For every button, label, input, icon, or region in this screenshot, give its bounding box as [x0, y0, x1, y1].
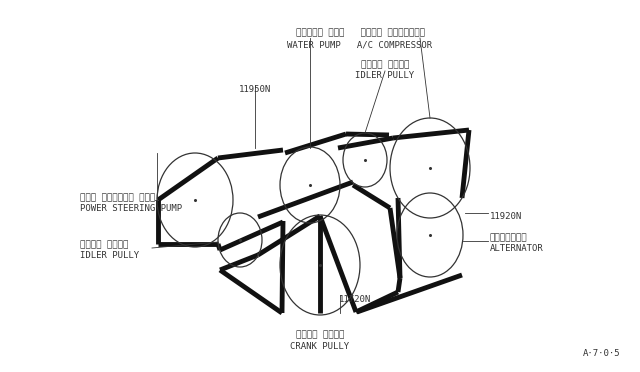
Text: クランク プーリー: クランク プーリー: [296, 330, 344, 339]
Text: IDLER PULLY: IDLER PULLY: [80, 251, 139, 260]
Text: 11920N: 11920N: [490, 212, 522, 221]
Text: WATER PUMP   A/C COMPRESSOR: WATER PUMP A/C COMPRESSOR: [287, 40, 433, 49]
Text: CRANK PULLY: CRANK PULLY: [291, 342, 349, 351]
Text: IDLER PULLY: IDLER PULLY: [355, 71, 415, 80]
Text: オルタネーター: オルタネーター: [490, 233, 527, 242]
Text: アイドラ プーリー: アイドラ プーリー: [361, 60, 409, 69]
Text: アイドラ プーリー: アイドラ プーリー: [80, 240, 129, 249]
Text: ALTERNATOR: ALTERNATOR: [490, 244, 544, 253]
Text: 11720N: 11720N: [339, 295, 371, 304]
Text: POWER STEERING PUMP: POWER STEERING PUMP: [80, 204, 182, 213]
Text: ウォーター ポンプ   エアコン コンプレッサー: ウォーター ポンプ エアコン コンプレッサー: [296, 28, 424, 37]
Text: A·7·0·5: A·7·0·5: [582, 349, 620, 358]
Text: 11950N: 11950N: [239, 85, 271, 94]
Text: パワー ステアリング ポンプ: パワー ステアリング ポンプ: [80, 193, 156, 202]
